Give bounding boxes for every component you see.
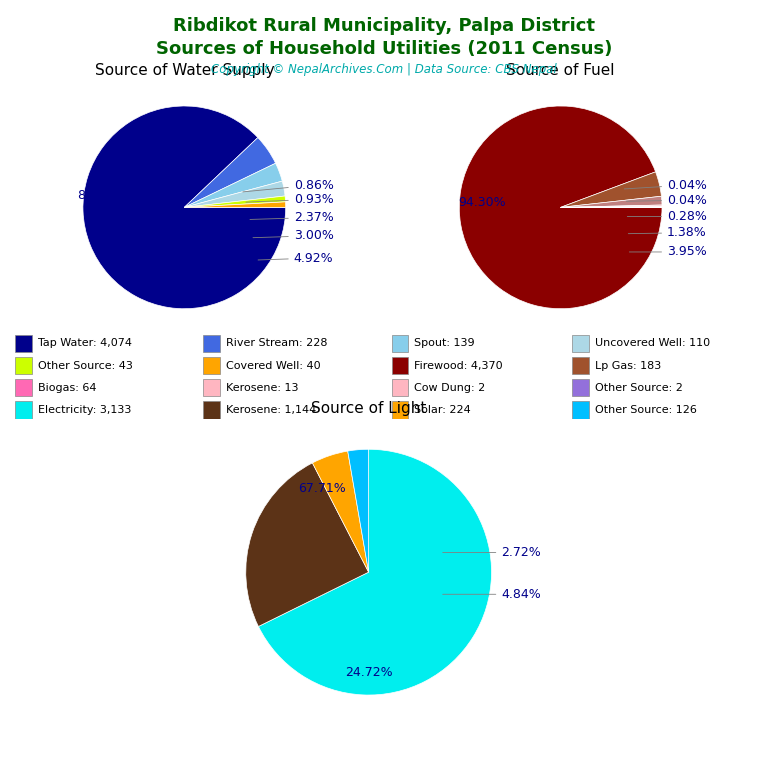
Text: Cow Dung: 2: Cow Dung: 2 xyxy=(414,382,485,392)
Bar xyxy=(15,401,31,419)
Text: 4.84%: 4.84% xyxy=(442,588,541,601)
Text: Firewood: 4,370: Firewood: 4,370 xyxy=(414,360,503,371)
Text: 0.04%: 0.04% xyxy=(626,194,707,207)
Bar xyxy=(15,356,31,375)
Text: Other Source: 2: Other Source: 2 xyxy=(594,382,683,392)
Wedge shape xyxy=(246,463,369,627)
Bar xyxy=(572,401,589,419)
Bar xyxy=(392,356,408,375)
Wedge shape xyxy=(184,202,286,207)
Text: Other Source: 126: Other Source: 126 xyxy=(594,405,697,415)
Text: 2.72%: 2.72% xyxy=(442,546,541,559)
Text: Lp Gas: 183: Lp Gas: 183 xyxy=(594,360,661,371)
Bar xyxy=(204,335,220,353)
Text: 0.28%: 0.28% xyxy=(627,210,707,223)
Text: Copyright © NepalArchives.Com | Data Source: CBS Nepal: Copyright © NepalArchives.Com | Data Sou… xyxy=(211,63,557,76)
Title: Source of Water Supply: Source of Water Supply xyxy=(94,63,274,78)
Wedge shape xyxy=(313,451,369,572)
Text: Kerosene: 1,144: Kerosene: 1,144 xyxy=(226,405,316,415)
Bar xyxy=(204,356,220,375)
Text: Electricity: 3,133: Electricity: 3,133 xyxy=(38,405,131,415)
Text: 1.38%: 1.38% xyxy=(628,227,707,239)
Text: Uncovered Well: 110: Uncovered Well: 110 xyxy=(594,339,710,349)
Wedge shape xyxy=(184,137,276,207)
Text: Sources of Household Utilities (2011 Census): Sources of Household Utilities (2011 Cen… xyxy=(156,40,612,58)
Wedge shape xyxy=(459,106,662,309)
Bar xyxy=(392,379,408,396)
Wedge shape xyxy=(348,449,369,572)
Text: 0.04%: 0.04% xyxy=(624,178,707,191)
Wedge shape xyxy=(83,106,286,309)
Text: Solar: 224: Solar: 224 xyxy=(414,405,471,415)
Title: Source of Fuel: Source of Fuel xyxy=(506,63,615,78)
Bar xyxy=(204,401,220,419)
Text: 0.93%: 0.93% xyxy=(246,193,333,206)
Wedge shape xyxy=(258,449,492,695)
Bar xyxy=(15,335,31,353)
Text: Kerosene: 13: Kerosene: 13 xyxy=(226,382,299,392)
Bar xyxy=(15,379,31,396)
Text: Other Source: 43: Other Source: 43 xyxy=(38,360,133,371)
Wedge shape xyxy=(184,196,286,207)
Text: 67.71%: 67.71% xyxy=(298,482,346,495)
Bar xyxy=(204,379,220,396)
Text: Spout: 139: Spout: 139 xyxy=(414,339,475,349)
Title: Source of Light: Source of Light xyxy=(311,401,426,416)
Text: 2.37%: 2.37% xyxy=(250,211,333,224)
Bar xyxy=(392,401,408,419)
Wedge shape xyxy=(561,197,662,207)
Text: Biogas: 64: Biogas: 64 xyxy=(38,382,96,392)
Text: 4.92%: 4.92% xyxy=(258,252,333,264)
Bar xyxy=(572,379,589,396)
Wedge shape xyxy=(184,164,283,207)
Bar xyxy=(572,335,589,353)
Wedge shape xyxy=(184,181,285,207)
Bar xyxy=(392,335,408,353)
Text: River Stream: 228: River Stream: 228 xyxy=(226,339,327,349)
Text: Tap Water: 4,074: Tap Water: 4,074 xyxy=(38,339,132,349)
Wedge shape xyxy=(561,172,661,207)
Text: 94.30%: 94.30% xyxy=(458,196,505,209)
Text: Covered Well: 40: Covered Well: 40 xyxy=(226,360,320,371)
Text: 24.72%: 24.72% xyxy=(345,667,392,680)
Bar xyxy=(572,356,589,375)
Text: 0.86%: 0.86% xyxy=(243,178,333,192)
Text: 87.92%: 87.92% xyxy=(78,189,125,202)
Text: 3.95%: 3.95% xyxy=(629,246,707,259)
Text: Ribdikot Rural Municipality, Palpa District: Ribdikot Rural Municipality, Palpa Distr… xyxy=(173,17,595,35)
Wedge shape xyxy=(561,205,662,207)
Text: 3.00%: 3.00% xyxy=(253,229,333,242)
